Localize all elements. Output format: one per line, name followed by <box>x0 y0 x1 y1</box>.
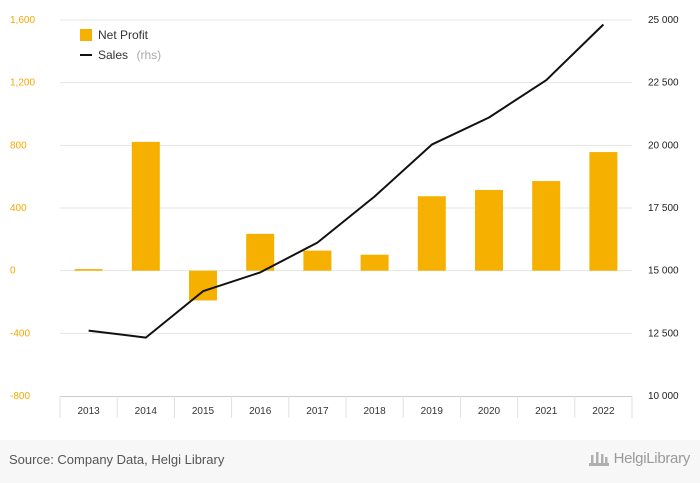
right-tick-label: 22 500 <box>648 78 679 89</box>
left-tick-label: 0 <box>10 266 16 277</box>
right-tick-label: 17 500 <box>648 203 679 214</box>
bar-net-profit-2013 <box>74 269 103 271</box>
library-building-icon <box>588 452 609 466</box>
left-axis-tick-labels: -800 -400 0 400 800 1,200 1,600 <box>10 15 35 402</box>
right-tick-label: 12 500 <box>648 328 679 339</box>
source-note: Source: Company Data, Helgi Library <box>9 452 225 467</box>
left-tick-label: 1,600 <box>10 15 35 26</box>
line-sales <box>88 23 605 339</box>
net-profit-bars <box>74 141 618 301</box>
x-tick-label: 2022 <box>592 406 615 417</box>
right-tick-label: 20 000 <box>648 140 679 151</box>
right-axis-tick-labels: 10 000 12 500 15 000 17 500 20 000 22 500 25 0… <box>648 15 679 402</box>
left-tick-label: 400 <box>10 203 27 214</box>
bar-net-profit-2018 <box>360 254 389 271</box>
legend-label-sales-name: Sales <box>98 48 128 62</box>
x-tick-label: 2013 <box>77 406 100 417</box>
bar-net-profit-2017 <box>303 250 332 271</box>
logo-text: HelgiLibrary <box>613 449 691 467</box>
legend-label-sales: Sales (rhs) <box>98 46 161 63</box>
bar-net-profit-2016 <box>246 233 275 271</box>
left-tick-label: 800 <box>10 140 27 151</box>
left-tick-label: -400 <box>10 328 30 339</box>
x-tick-label: 2016 <box>249 406 272 417</box>
bar-net-profit-2022 <box>589 152 618 271</box>
chart: -800 -400 0 400 800 1,200 1,600 10 000 12 500 15… <box>10 15 679 418</box>
left-tick-label: 1,200 <box>10 78 35 89</box>
bar-net-profit-2020 <box>475 189 503 271</box>
bar-net-profit-2021 <box>532 181 561 271</box>
legend-swatch-net-profit <box>80 29 92 41</box>
x-tick-label: 2019 <box>421 406 444 417</box>
x-tick-label: 2018 <box>363 406 386 417</box>
left-tick-label: -800 <box>10 391 30 402</box>
footer: Source: Company Data, Helgi Library Helg… <box>0 440 700 483</box>
legend-label-sales-suffix: (rhs) <box>136 48 161 62</box>
legend-label-net-profit: Net Profit <box>98 28 149 42</box>
x-axis <box>59 396 633 418</box>
x-tick-label: 2015 <box>192 406 215 417</box>
x-tick-label: 2021 <box>535 406 558 417</box>
bar-net-profit-2014 <box>131 141 160 271</box>
bar-net-profit-2015 <box>189 270 217 301</box>
bar-net-profit-2019 <box>417 196 446 271</box>
sales-line <box>88 23 605 339</box>
x-axis-tick-labels: 2013 2014 2015 2016 2017 2018 2019 2020 2021 2022 <box>77 406 614 417</box>
x-tick-label: 2017 <box>306 406 329 417</box>
x-tick-label: 2014 <box>135 406 158 417</box>
x-tick-label: 2020 <box>478 406 501 417</box>
right-tick-label: 15 000 <box>648 266 679 277</box>
helgi-library-logo: HelgiLibrary <box>588 449 690 467</box>
right-tick-label: 25 000 <box>648 15 679 26</box>
right-tick-label: 10 000 <box>648 391 679 402</box>
legend: Net Profit Sales (rhs) <box>80 28 161 63</box>
